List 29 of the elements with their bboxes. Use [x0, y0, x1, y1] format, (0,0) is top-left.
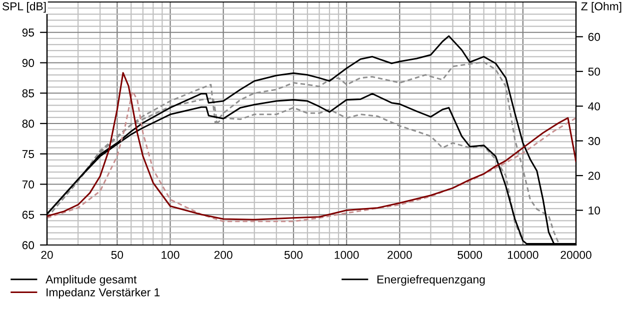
legend-label: Impedanz Verstärker 1 — [46, 288, 160, 299]
y-tick-label: 65 — [22, 210, 34, 219]
x-tick-label: 50 — [111, 250, 124, 259]
legend-label: Energiefrequenzgang — [377, 275, 485, 286]
y2-axis-title: Z [Ohm] — [581, 2, 622, 13]
x-tick-label: 5000 — [458, 250, 482, 259]
y-tick-label: 80 — [22, 120, 34, 128]
x-tick-label: 200 — [214, 250, 232, 259]
y2-tick-label: 60 — [588, 32, 600, 41]
y-tick-label: 75 — [22, 150, 34, 158]
y-tick-label: 95 — [22, 28, 34, 37]
legend-label: Amplitude gesamt — [46, 275, 137, 286]
x-tick-label: 2000 — [388, 250, 412, 259]
x-tick-label: 10000 — [508, 250, 538, 259]
y-tick-label: 60 — [22, 241, 34, 250]
x-tick-label: 500 — [284, 250, 303, 259]
y2-tick-label: 20 — [588, 172, 600, 180]
x-tick-label: 20000 — [560, 250, 592, 259]
y-tick-label: 85 — [22, 89, 34, 98]
x-tick-label: 1000 — [334, 250, 359, 259]
y-tick-label: 70 — [22, 180, 34, 188]
y2-tick-label: 10 — [588, 206, 600, 215]
y2-tick-label: 30 — [588, 137, 600, 146]
y-axis-title: SPL [dB] — [2, 2, 46, 13]
y2-tick-label: 50 — [588, 68, 600, 76]
x-tick-label: 20 — [41, 250, 53, 259]
y-tick-label: 90 — [22, 58, 34, 67]
x-tick-label: 100 — [162, 250, 180, 259]
y2-tick-label: 40 — [588, 102, 600, 110]
